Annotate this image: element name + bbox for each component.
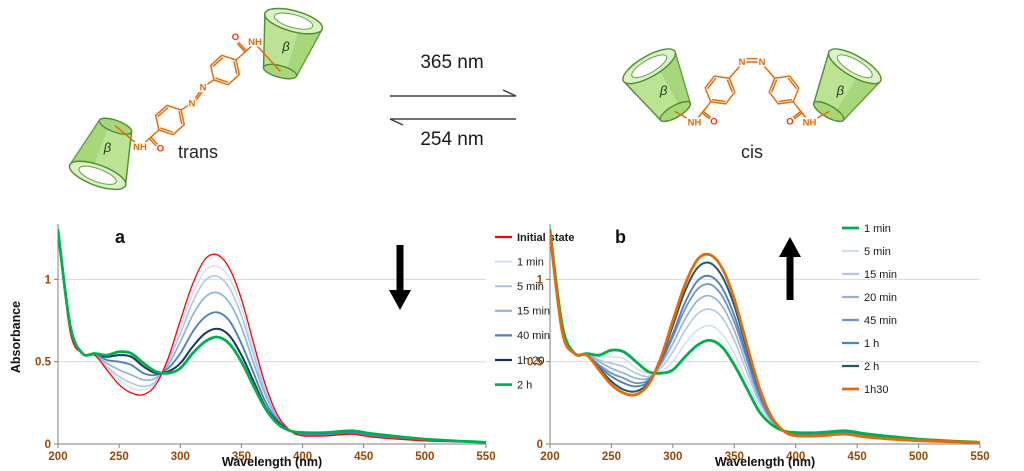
x-tick-label: 250	[110, 451, 129, 463]
x-tick-label: 550	[970, 451, 989, 463]
y-tick-label: 0	[537, 439, 543, 451]
panel-label-b: b	[615, 227, 626, 247]
chart-b-canvas: 200 250 300 350 400 450 500 550 0 0.5 1 Wavelength …	[527, 223, 990, 469]
series-20-min	[550, 230, 980, 444]
trans-label: trans	[178, 142, 218, 162]
series-15-min	[58, 230, 486, 444]
oxygen-label: O	[710, 117, 717, 128]
legend-label: 1h30	[864, 384, 888, 396]
panel-label-a: a	[115, 227, 126, 247]
legend-label: 1 min	[864, 223, 891, 235]
x-tick-label: 200	[48, 451, 67, 463]
legend-a: Initial state 1 min 5 min 15 min 40 min 1h 20…	[495, 232, 574, 391]
legend-label: 5 min	[517, 281, 544, 293]
x-tick-label: 550	[476, 451, 495, 463]
legend-label: 15 min	[517, 306, 550, 318]
series-2-h	[58, 228, 486, 444]
forward-wavelength-label: 365 nm	[420, 52, 483, 73]
x-axis-title: Wavelength (nm)	[222, 455, 322, 469]
amide-nh-label: NH	[248, 37, 262, 48]
x-tick-label: 300	[171, 451, 190, 463]
beta-label: β	[281, 39, 290, 54]
chart-a-canvas: 200 250 300 350 400 450 500 550 0 0.5 1 Wavelength …	[9, 224, 574, 469]
azobenzene-linker-cis	[674, 57, 830, 124]
legend-label: 2 h	[517, 379, 532, 391]
legend-label: 5 min	[864, 246, 891, 258]
x-tick-label: 250	[602, 451, 621, 463]
x-axis-title: Wavelength (nm)	[715, 455, 815, 469]
legend-label: 2 h	[864, 361, 879, 373]
series-40-min	[58, 230, 486, 444]
y-tick-label: 1	[537, 274, 544, 286]
forward-arrow	[390, 89, 517, 97]
series-1-min	[550, 228, 980, 444]
y-tick-label: 0.5	[527, 357, 544, 369]
nitrogen-label: N	[739, 57, 746, 68]
y-tick-label: 0.5	[35, 357, 52, 369]
x-tick-label: 350	[725, 451, 744, 463]
x-tick-label: 200	[540, 451, 559, 463]
legend-label: 1h 20	[517, 355, 545, 367]
y-axis-title: Absorbance	[9, 301, 23, 373]
chart-panel-a: 200 250 300 350 400 450 500 550 0 0.5 1 Wavelength …	[8, 212, 608, 471]
x-tick-label: 450	[848, 451, 867, 463]
y-tick-label: 1	[45, 274, 52, 286]
legend-label: Initial state	[517, 232, 574, 244]
reaction-scheme: N N NH O NH O β β trans 365 nm 254 nm	[65, 2, 887, 196]
nitrogen-label: N	[759, 57, 766, 68]
trans-molecule: N N NH O NH O β β trans	[65, 2, 326, 196]
series-1h30	[550, 231, 980, 444]
x-tick-label: 300	[663, 451, 682, 463]
oxygen-label: O	[232, 32, 239, 43]
chart-panel-b: 200 250 300 350 400 450 500 550 0 0.5 1 Wavelength …	[512, 212, 1024, 471]
x-tick-label: 500	[415, 451, 434, 463]
amide-nh-label: NH	[688, 118, 702, 129]
legend-label: 1 h	[864, 338, 879, 350]
beta-label: β	[103, 140, 112, 155]
nitrogen-label: N	[189, 98, 196, 109]
trend-arrow-up	[779, 237, 801, 300]
reverse-arrow	[389, 118, 516, 126]
beta-label: β	[659, 83, 668, 98]
legend-b: 1 min 5 min 15 min 20 min 45 min 1 h 2 h 1h30	[842, 223, 897, 396]
legend-label: 20 min	[864, 292, 897, 304]
cis-label: cis	[741, 142, 763, 162]
y-tick-label: 0	[45, 439, 51, 451]
series-Initial-state	[58, 232, 486, 444]
azobenzene-linker-trans	[114, 41, 281, 148]
reverse-wavelength-label: 254 nm	[420, 129, 483, 150]
legend-label: 45 min	[864, 315, 897, 327]
nitrogen-label: N	[200, 82, 207, 93]
legend-label: 1 min	[517, 256, 544, 268]
x-tick-label: 450	[354, 451, 373, 463]
cis-molecule: N N NH O NH O β β cis	[617, 41, 887, 162]
trend-arrow-down	[389, 245, 411, 310]
series-1-h	[550, 230, 980, 444]
equilibrium-arrows	[389, 89, 517, 126]
x-tick-label: 400	[293, 451, 312, 463]
oxygen-label: O	[786, 117, 793, 128]
legend-label: 40 min	[517, 330, 550, 342]
series-1-min	[58, 232, 486, 444]
legend-label: 15 min	[864, 269, 897, 281]
oxygen-label: O	[157, 144, 164, 155]
x-tick-label: 350	[232, 451, 251, 463]
amide-nh-label: NH	[803, 118, 817, 129]
amide-nh-label: NH	[133, 142, 147, 153]
beta-label: β	[836, 83, 845, 98]
x-tick-label: 400	[786, 451, 805, 463]
x-tick-label: 500	[909, 451, 928, 463]
